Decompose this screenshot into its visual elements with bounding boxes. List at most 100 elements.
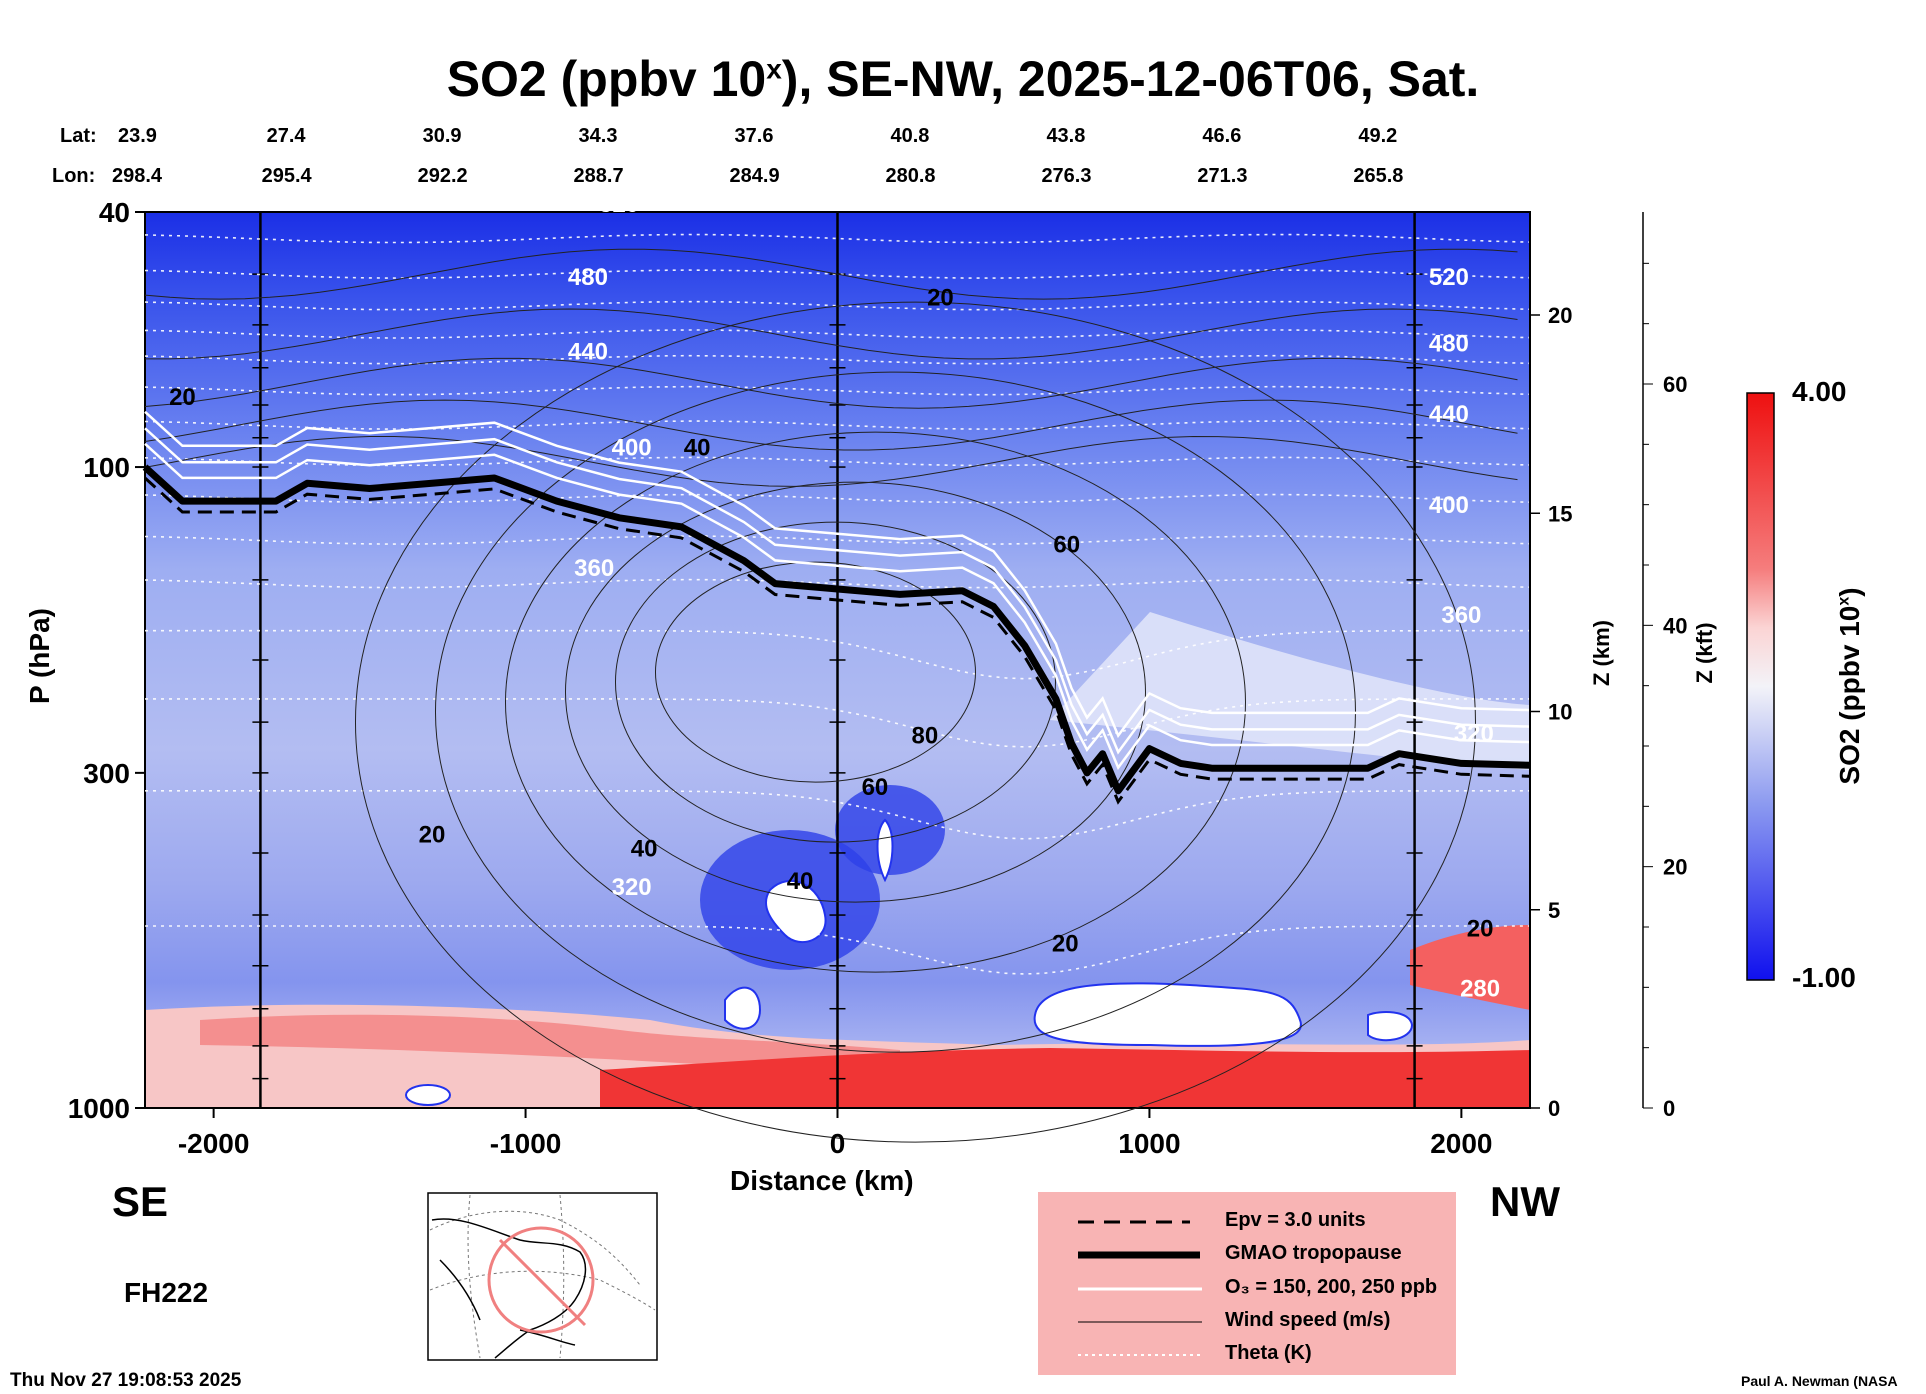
z-km-label: 20 — [1548, 303, 1572, 328]
wind-contour — [654, 561, 976, 783]
colorbar-title-text: SO2 (ppbv 10 — [1834, 605, 1865, 785]
lon-label: Lon: — [52, 165, 96, 187]
timestamp: Thu Nov 27 19:08:53 2025 — [10, 1370, 242, 1391]
wind-label: 40 — [684, 435, 711, 462]
wind-contour — [144, 248, 1518, 300]
ozone-contour — [144, 410, 1531, 739]
theta-label: 440 — [568, 339, 608, 366]
colorbar — [1746, 392, 1775, 981]
theta-contour — [144, 233, 1531, 244]
lon-value: 292.2 — [417, 165, 468, 187]
colorbar-max: 4.00 — [1792, 376, 1847, 407]
x-tick-label: 0 — [830, 1128, 846, 1159]
lat-value: 43.8 — [1046, 125, 1086, 147]
theta-label: 480 — [568, 264, 608, 291]
lon-value: 295.4 — [261, 165, 312, 187]
x-tick-label: 1000 — [1118, 1128, 1180, 1159]
lon-value: 298.4 — [112, 165, 163, 187]
legend-o3: O₃ = 150, 200, 250 ppb — [1225, 1276, 1438, 1298]
theta-contour — [144, 535, 1531, 545]
axes: -2000 -1000 0 1000 2000 40 100 300 1000 0 5 10 15 20 0… — [68, 197, 1688, 1159]
z-km-title: Z (km) — [1589, 620, 1614, 686]
x-tick-label: -2000 — [178, 1128, 250, 1159]
wind-contour — [564, 481, 1146, 903]
vertical-reference-lines — [252, 212, 1423, 1108]
theta-label: 360 — [574, 555, 614, 582]
title-superscript: x — [766, 53, 782, 85]
wind-contour — [614, 521, 1056, 843]
wind-contour — [144, 399, 1518, 451]
z-kft-label: 40 — [1663, 613, 1687, 638]
direction-nw: NW — [1490, 1178, 1560, 1225]
theta-contour — [144, 269, 1531, 279]
colorbar-title: SO2 (ppbv 10x) — [1834, 526, 1866, 846]
theta-label: 400 — [1429, 492, 1469, 519]
lon-value: 276.3 — [1041, 165, 1092, 187]
lon-value: 284.9 — [729, 165, 780, 187]
lat-value: 23.9 — [118, 125, 157, 147]
wind-label: 20 — [1052, 931, 1079, 958]
epv-contour — [143, 476, 1531, 805]
ozone-contour — [144, 442, 1531, 771]
lon-value: 280.8 — [885, 165, 936, 187]
legend-theta: Theta (K) — [1225, 1342, 1312, 1364]
wind-label: 60 — [862, 774, 889, 801]
legend-tropopause: GMAO tropopause — [1225, 1242, 1402, 1264]
colorbar-min: -1.00 — [1792, 962, 1856, 993]
theta-contour — [144, 420, 1531, 430]
tropopause — [142, 464, 1531, 795]
theta-contour — [144, 578, 1531, 589]
lon-value: 265.8 — [1353, 165, 1404, 187]
lat-value: 37.6 — [734, 125, 774, 147]
wind-contour — [354, 301, 1476, 1143]
legend-epv: Epv = 3.0 units — [1225, 1209, 1366, 1231]
wind-label: 60 — [1053, 532, 1080, 559]
theta-contour — [144, 385, 1531, 396]
tropopause-line — [142, 464, 1531, 795]
colorbar-title-rest: ) — [1834, 587, 1865, 597]
z-kft-label: 60 — [1663, 372, 1687, 397]
colorbar-title-sup: x — [1835, 596, 1853, 606]
chart-title: SO2 (ppbv 10x), SE-NW, 2025-12-06T06, Sa… — [0, 50, 1926, 108]
theta-contour — [144, 493, 1531, 504]
x-axis-title: Distance (km) — [730, 1165, 914, 1196]
direction-se: SE — [112, 1178, 169, 1225]
theta-label: 480 — [1429, 330, 1469, 357]
y-tick-label: 1000 — [68, 1093, 130, 1124]
lat-value: 34.3 — [578, 125, 618, 147]
y-axis-title: P (hPa) — [24, 608, 55, 704]
wind-contour — [504, 431, 1246, 973]
title-text: SO2 (ppbv 10 — [446, 51, 767, 107]
y-tick-label: 100 — [83, 452, 130, 483]
theta-label: 520 — [1429, 264, 1469, 291]
z-km-label: 10 — [1548, 700, 1572, 725]
z-km-label: 0 — [1548, 1096, 1560, 1121]
theta-contour — [144, 300, 1531, 311]
z-kft-label: 0 — [1663, 1096, 1675, 1121]
theta-label: 360 — [1441, 602, 1481, 629]
ozone-contour — [144, 427, 1531, 755]
ozone-contours — [143, 410, 1531, 805]
wind-label: 80 — [911, 723, 938, 750]
y-tick-label: 40 — [99, 197, 130, 228]
wind-label: 20 — [927, 285, 954, 312]
z-km-label: 5 — [1548, 898, 1560, 923]
z-km-label: 15 — [1548, 501, 1572, 526]
lat-value: 40.8 — [890, 125, 930, 147]
x-tick-label: 2000 — [1430, 1128, 1492, 1159]
forecast-hour: FH222 — [124, 1277, 209, 1308]
theta-label: 280 — [1460, 976, 1500, 1003]
theta-contour — [144, 354, 1531, 365]
wind-contours — [144, 248, 1518, 1143]
theta-label: 320 — [612, 874, 652, 901]
lat-label: Lat: — [60, 125, 97, 147]
wind-label: 20 — [419, 821, 446, 848]
legend-wind: Wind speed (m/s) — [1225, 1309, 1391, 1331]
wind-label: 40 — [631, 835, 658, 862]
wind-contour — [144, 357, 1518, 409]
title-rest: ), SE-NW, 2025-12-06T06, Sat. — [781, 51, 1480, 107]
theta-label: 320 — [1454, 720, 1494, 747]
lon-value: 288.7 — [573, 165, 624, 187]
theta-label: 440 — [1429, 401, 1469, 428]
